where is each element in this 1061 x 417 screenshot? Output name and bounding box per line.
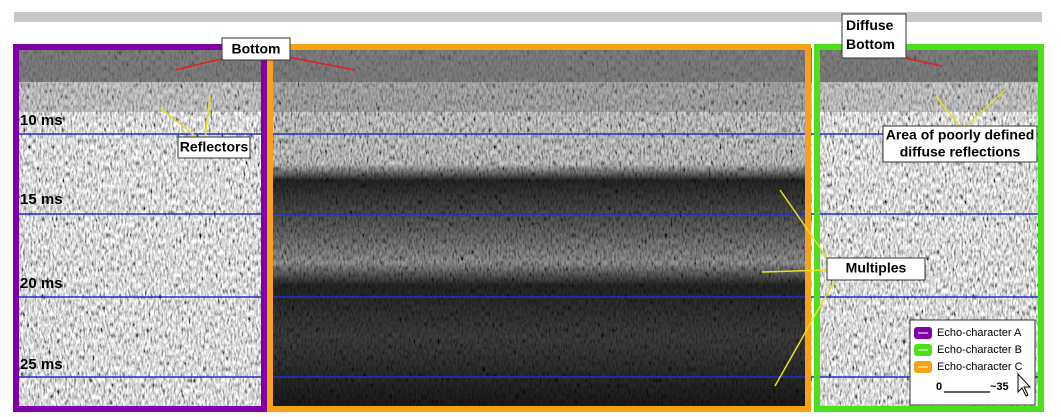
scale-start: 0	[936, 381, 942, 393]
area-label: diffuse reflections	[900, 144, 1021, 160]
depth-label: 15 ms	[20, 191, 63, 208]
diffuse-bottom-label: Diffuse Bottom	[842, 14, 906, 56]
legend-entry: Echo-character B	[937, 344, 1022, 356]
depth-label: 10 ms	[20, 112, 63, 129]
legend: Echo-character A Echo-character B Echo-c…	[910, 320, 1035, 405]
reflectors-label: Reflectors	[180, 139, 249, 155]
legend-entry: Echo-character A	[937, 327, 1022, 339]
scale-end: ~35	[990, 381, 1009, 393]
seismic-profile	[14, 12, 1042, 410]
depth-label: 25 ms	[20, 356, 63, 373]
multiples-label: Multiples	[846, 260, 907, 276]
bottom-label: Bottom	[232, 41, 281, 57]
area-label: Area of poorly defined	[886, 127, 1035, 143]
figure: 10 ms 15 ms 20 ms 25 ms Bottom Diffuse B…	[0, 0, 1061, 417]
legend-entry: Echo-character C	[937, 361, 1023, 373]
depth-label: 20 ms	[20, 275, 63, 292]
